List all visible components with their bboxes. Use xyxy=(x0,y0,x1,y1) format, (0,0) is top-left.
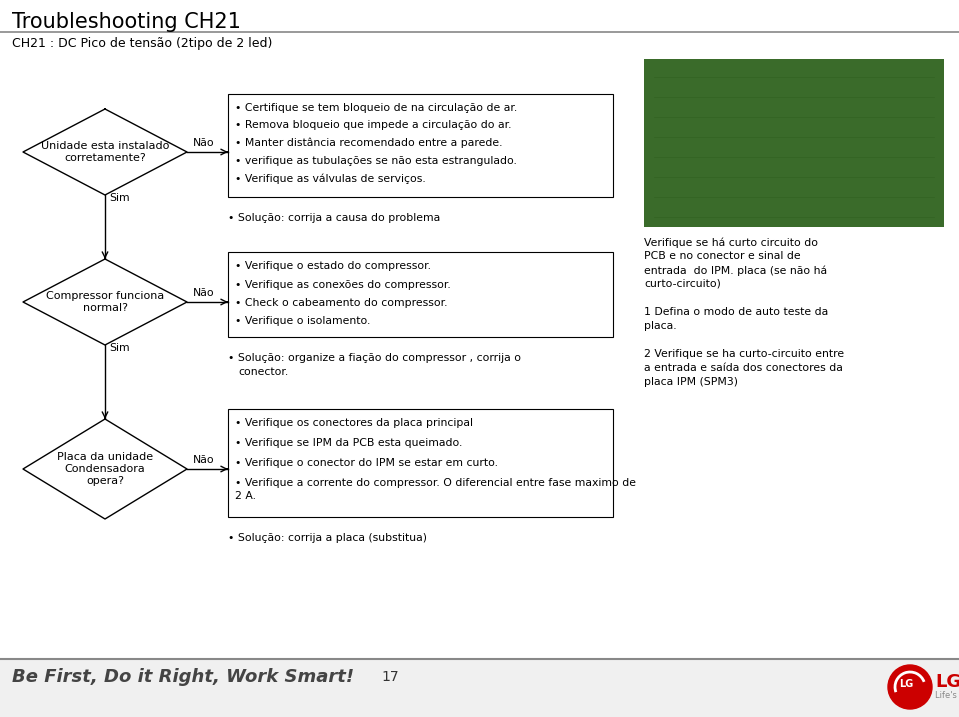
Text: LG: LG xyxy=(899,679,913,689)
Text: 17: 17 xyxy=(381,670,399,684)
Text: LG: LG xyxy=(935,673,959,691)
Text: Sim: Sim xyxy=(109,343,129,353)
Text: • Manter distância recomendado entre a parede.: • Manter distância recomendado entre a p… xyxy=(235,138,503,148)
Text: • Verifique as conexões do compressor.: • Verifique as conexões do compressor. xyxy=(235,280,451,290)
Text: Placa da unidade
Condensadora
opera?: Placa da unidade Condensadora opera? xyxy=(57,452,153,485)
Text: • Check o cabeamento do compressor.: • Check o cabeamento do compressor. xyxy=(235,298,448,308)
Text: Não: Não xyxy=(193,288,215,298)
Text: PCB e no conector e sinal de: PCB e no conector e sinal de xyxy=(644,251,801,261)
Text: Unidade esta instalado
corretamente?: Unidade esta instalado corretamente? xyxy=(41,141,169,163)
Text: • Verifique o conector do IPM se estar em curto.: • Verifique o conector do IPM se estar e… xyxy=(235,458,498,468)
Text: Compressor funciona
normal?: Compressor funciona normal? xyxy=(46,291,164,313)
Text: Troubleshooting CH21: Troubleshooting CH21 xyxy=(12,12,241,32)
Text: • verifique as tubulações se não esta estrangulado.: • verifique as tubulações se não esta es… xyxy=(235,156,517,166)
Text: • Solução: organize a fiação do compressor , corrija o: • Solução: organize a fiação do compress… xyxy=(228,353,521,363)
Text: conector.: conector. xyxy=(238,367,289,377)
Text: • Solução: corrija a placa (substitua): • Solução: corrija a placa (substitua) xyxy=(228,533,427,543)
Text: • Verifique o isolamento.: • Verifique o isolamento. xyxy=(235,316,370,326)
Polygon shape xyxy=(23,109,187,195)
Text: 2 A.: 2 A. xyxy=(235,491,256,501)
Text: • Verifique as válvulas de serviços.: • Verifique as válvulas de serviços. xyxy=(235,173,426,184)
Text: CH21 : DC Pico de tensão (2tipo de 2 led): CH21 : DC Pico de tensão (2tipo de 2 led… xyxy=(12,37,272,50)
Bar xyxy=(228,252,613,337)
Text: • Certifique se tem bloqueio de na circulação de ar.: • Certifique se tem bloqueio de na circu… xyxy=(235,103,517,113)
Circle shape xyxy=(888,665,932,709)
Text: • Verifique os conectores da placa principal: • Verifique os conectores da placa princ… xyxy=(235,418,473,428)
Text: Não: Não xyxy=(193,138,215,148)
Text: placa IPM (SPM3): placa IPM (SPM3) xyxy=(644,377,738,387)
Bar xyxy=(228,409,613,517)
Text: placa.: placa. xyxy=(644,321,677,331)
Bar xyxy=(228,94,613,197)
Bar xyxy=(644,59,944,227)
Text: curto-circuito): curto-circuito) xyxy=(644,279,721,289)
Text: entrada  do IPM. placa (se não há: entrada do IPM. placa (se não há xyxy=(644,265,827,275)
Text: Be First, Do it Right, Work Smart!: Be First, Do it Right, Work Smart! xyxy=(12,668,354,686)
Text: • Verifique o estado do compressor.: • Verifique o estado do compressor. xyxy=(235,261,431,271)
Polygon shape xyxy=(23,419,187,519)
Text: • Verifique se IPM da PCB esta queimado.: • Verifique se IPM da PCB esta queimado. xyxy=(235,438,462,448)
Text: a entrada e saída dos conectores da: a entrada e saída dos conectores da xyxy=(644,363,843,373)
Bar xyxy=(0,659,959,717)
Text: Verifique se há curto circuito do: Verifique se há curto circuito do xyxy=(644,237,818,247)
Text: 2 Verifique se ha curto-circuito entre: 2 Verifique se ha curto-circuito entre xyxy=(644,349,844,359)
Text: • Verifique a corrente do compressor. O diferencial entre fase maximo de: • Verifique a corrente do compressor. O … xyxy=(235,478,636,488)
Text: 1 Defina o modo de auto teste da: 1 Defina o modo de auto teste da xyxy=(644,307,829,317)
Text: Sim: Sim xyxy=(109,193,129,203)
Polygon shape xyxy=(23,259,187,345)
Text: Não: Não xyxy=(193,455,215,465)
Text: • Remova bloqueio que impede a circulação do ar.: • Remova bloqueio que impede a circulaçã… xyxy=(235,120,511,130)
Text: Life's Good: Life's Good xyxy=(935,690,959,700)
Text: • Solução: corrija a causa do problema: • Solução: corrija a causa do problema xyxy=(228,213,440,223)
